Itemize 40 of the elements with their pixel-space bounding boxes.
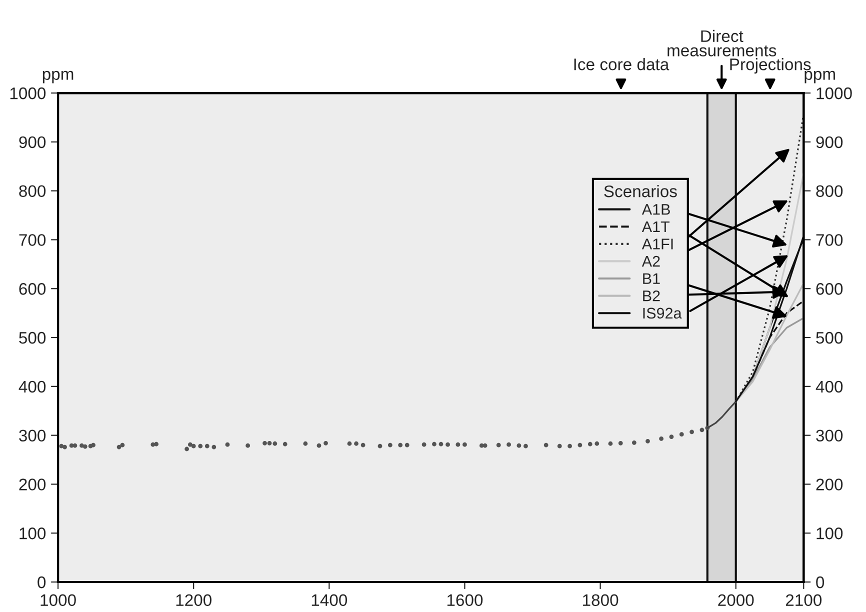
y2-tick-label: 800 <box>816 185 843 198</box>
x-tick-label: 2100 <box>786 594 822 606</box>
legend-label: A1B <box>642 204 670 215</box>
x-tick-label: 1200 <box>176 594 212 606</box>
y-tick-label: 0 <box>38 576 46 588</box>
y2-tick-label: 900 <box>816 136 843 148</box>
y-tick-label: 200 <box>19 478 46 490</box>
y2-tick-label: 100 <box>816 528 843 540</box>
y2-tick-label: 500 <box>816 332 843 344</box>
legend-label: B1 <box>643 273 660 284</box>
y2-tick-label: 700 <box>816 234 843 246</box>
y-axis-title: ppm <box>42 70 74 84</box>
y-tick-label: 1000 <box>10 87 46 100</box>
legend-label: A1T <box>642 221 670 232</box>
y2-tick-label: 0 <box>816 576 824 588</box>
y-tick-label: 400 <box>18 380 46 393</box>
y2-tick-label: 400 <box>816 380 843 393</box>
text: Ice core data <box>574 58 670 70</box>
legend-title: Scenarios <box>604 185 677 198</box>
x-tick-label: 1000 <box>40 594 76 606</box>
y-tick-label: 700 <box>19 234 46 246</box>
y-tick-label: 600 <box>19 283 46 295</box>
legend-label: IS92a <box>643 308 682 319</box>
legend-label: A2 <box>642 256 660 267</box>
y2-tick-label: 200 <box>816 478 843 490</box>
legend-label: A1FI <box>642 238 673 250</box>
y-tick-label: 900 <box>19 136 46 148</box>
y-tick-label: 300 <box>19 430 46 442</box>
x-tick-label: 1600 <box>447 594 483 606</box>
y-tick-label: 100 <box>20 528 46 540</box>
x-tick-label: 1800 <box>583 594 618 606</box>
x-tick-label: 1400 <box>312 594 348 606</box>
y2-tick-label: 1000 <box>816 87 852 100</box>
y-tick-label: 800 <box>19 185 46 198</box>
y2-tick-label: 600 <box>816 283 843 295</box>
y-tick-label: 500 <box>19 332 46 344</box>
x-tick-label: 2000 <box>718 594 754 606</box>
legend-label: B2 <box>643 290 660 302</box>
y2-tick-label: 300 <box>816 430 843 442</box>
text: Direct measurements <box>668 30 776 56</box>
